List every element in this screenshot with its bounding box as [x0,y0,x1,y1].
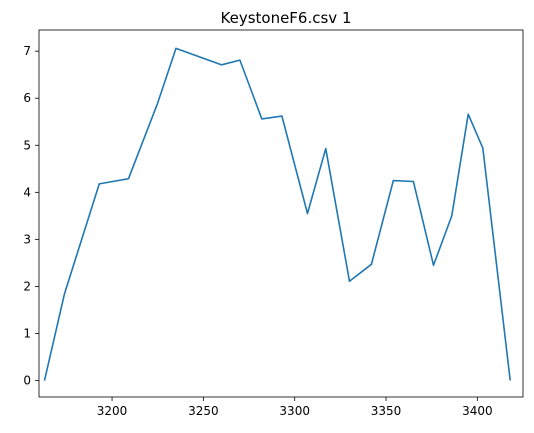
y-tick-label: 6 [23,91,31,105]
y-tick-label: 3 [23,232,31,246]
series-line [43,47,512,381]
y-tick-label: 4 [23,185,31,199]
x-tick-label: 3350 [371,404,402,418]
x-tick-label: 3400 [462,404,493,418]
y-axis: 0 1 2 3 4 5 6 7 [23,44,39,388]
y-tick-label: 2 [23,279,31,293]
y-tick-label: 7 [23,44,31,58]
x-tick-label: 3250 [188,404,219,418]
series-layer [43,47,512,381]
plot-frame [38,29,524,398]
x-tick-label: 3200 [97,404,128,418]
y-tick-label: 1 [23,326,31,340]
x-axis: 3200 3250 3300 3350 3400 [97,397,493,418]
y-tick-label: 0 [23,374,31,388]
y-tick-label: 5 [23,138,31,152]
x-tick-label: 3300 [279,404,310,418]
chart-title: KeystoneF6.csv 1 [221,9,352,27]
